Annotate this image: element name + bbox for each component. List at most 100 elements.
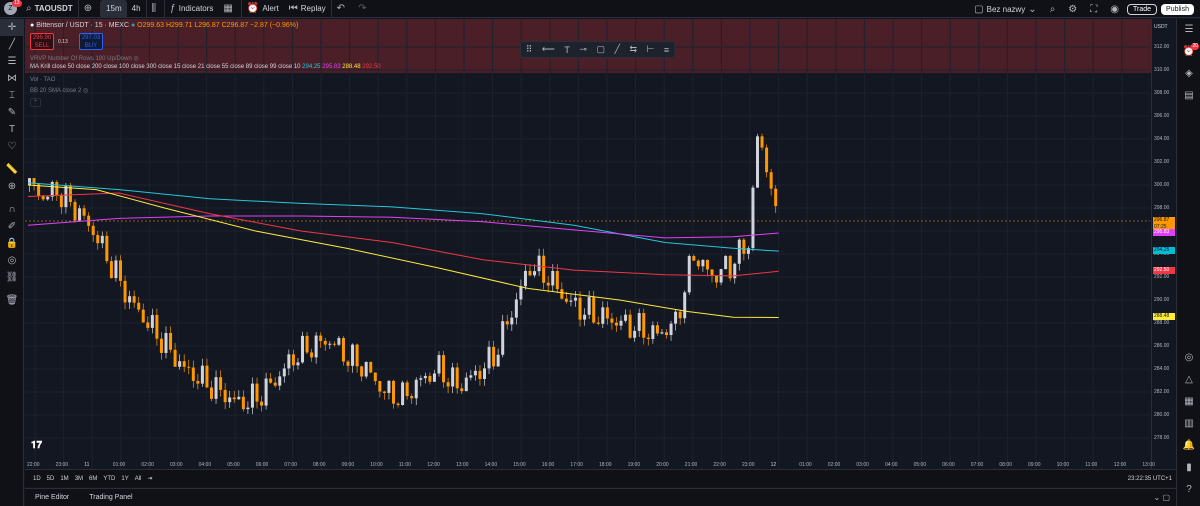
magnet-icon[interactable]: ∩ (8, 204, 16, 215)
time-tick-label: 22:00 (713, 462, 726, 468)
vrvp-legend[interactable]: VRVP Number Of Rows 100 Up/Down ◎ (30, 56, 139, 62)
symbol-search[interactable]: ⌕ TAOUSDT (26, 3, 73, 14)
candle (546, 282, 550, 286)
bell-icon[interactable]: 🔔 (1182, 440, 1196, 451)
text-tool-icon[interactable]: T (564, 44, 570, 55)
range-1y[interactable]: 1Y (121, 475, 129, 482)
news-icon[interactable]: ▥ (1184, 418, 1194, 429)
eye-icon[interactable]: ◎ (7, 255, 17, 266)
horizontal-ray-icon[interactable]: ⟵ (541, 44, 555, 54)
alerts-icon[interactable]: ⏰ 20 (1182, 43, 1199, 57)
brush-icon[interactable]: ✎ (7, 107, 17, 118)
ideas-icon[interactable]: △ (1185, 374, 1193, 385)
layout-name[interactable]: ▢ Bez nazwy ⌄ (974, 3, 1037, 15)
diagonal-line-icon[interactable]: ╱ (614, 44, 620, 54)
target-icon[interactable]: ◎ (1184, 352, 1194, 363)
fib-icon[interactable]: ☰ (7, 56, 17, 67)
ruler-icon[interactable]: 📏 (5, 164, 19, 175)
compare-button[interactable]: ⊕ (77, 0, 100, 18)
candle (273, 382, 277, 386)
settings-button[interactable]: ⚙ (1063, 0, 1085, 18)
snapshot-button[interactable]: ◉ (1105, 0, 1127, 18)
candle (164, 332, 168, 353)
undo-button[interactable]: ↶ (330, 0, 353, 18)
drag-handle-icon[interactable]: ⠿ (525, 44, 533, 54)
range-3m[interactable]: 3M (74, 475, 84, 482)
candle (328, 343, 332, 345)
candle (756, 136, 759, 188)
indicators-button[interactable]: ƒ Indicators (164, 0, 218, 18)
range-6m[interactable]: 6M (89, 475, 98, 482)
candle (241, 396, 245, 410)
candle (742, 239, 746, 254)
interval-15m[interactable]: 15m (100, 0, 127, 18)
horizontal-line-icon[interactable]: ⊸ (579, 44, 587, 54)
candle (519, 286, 523, 300)
tradingview-logo: 𝟏𝟕 (31, 440, 43, 451)
trading-panel-tab[interactable]: Trading Panel (89, 494, 133, 501)
time-tick-label: 12 (770, 462, 777, 468)
range-1d[interactable]: 1D (33, 475, 41, 482)
range-1m[interactable]: 1M (60, 475, 69, 482)
lock-icon[interactable]: 🔒 (5, 238, 19, 249)
signal-icon[interactable]: ▮ (1186, 462, 1192, 473)
range-5d[interactable]: 5D (46, 475, 55, 482)
layers-icon[interactable]: ◈ (1185, 68, 1193, 79)
price-chart[interactable] (25, 19, 1150, 482)
chat-icon[interactable]: ▤ (1184, 90, 1194, 101)
measure-icon[interactable]: ⊢ (646, 44, 655, 54)
alert-button[interactable]: ⏰ Alert (240, 0, 284, 18)
range-ytd[interactable]: YTD (103, 475, 116, 482)
layout-button[interactable]: ▦ (218, 0, 240, 18)
help-icon[interactable]: ? (1186, 484, 1192, 495)
range-all[interactable]: All (134, 475, 142, 482)
buy-button[interactable]: 297.03 BUY (79, 33, 103, 50)
currency-selector[interactable]: USDT (1154, 24, 1168, 30)
lock-drawing-icon[interactable]: ✐ (7, 221, 17, 232)
trash-icon[interactable]: 🗑 (5, 295, 19, 306)
redo-button[interactable]: ↷ (353, 0, 374, 18)
date-range-icon[interactable]: ⇥ (147, 476, 153, 482)
panel-controls[interactable]: ⌄ ▢ (1153, 493, 1170, 502)
avatar[interactable]: Z 13 (4, 0, 22, 15)
chart-type-button[interactable]: ⫼ (145, 0, 165, 18)
pattern-icon[interactable]: ⋈ (7, 73, 17, 84)
chevron-up-icon: ⌃ (33, 100, 39, 106)
eye-icon[interactable]: ◎ (83, 88, 89, 94)
rectangle-icon[interactable]: ▢ (596, 44, 605, 54)
crosshair-icon[interactable]: ✛ (0, 19, 24, 36)
zoom-icon[interactable]: ⊕ (7, 181, 17, 192)
time-tick-label: 04:00 (198, 462, 212, 468)
publish-button[interactable]: Publish (1161, 3, 1194, 15)
sell-button[interactable]: 296.90 SELL (30, 33, 54, 50)
projection-icon[interactable]: ⌶ (9, 90, 15, 101)
collapse-legend-button[interactable]: ⌃ (30, 98, 42, 107)
pine-editor-tab[interactable]: Pine Editor (35, 494, 70, 501)
ma-legend[interactable]: MA Krill close 50 close 200 close 100 cl… (30, 64, 381, 70)
calendar-icon[interactable]: ▦ (1184, 396, 1194, 407)
candle (460, 388, 464, 392)
interval-4h[interactable]: 4h (131, 4, 141, 13)
candle (119, 260, 122, 281)
clock[interactable]: 23:22:35 UTC+1 (1127, 475, 1172, 482)
camera-icon: ◉ (1110, 3, 1119, 15)
candle (496, 354, 500, 367)
price-tick-label: 280.00 (1154, 412, 1170, 418)
watchlist-icon[interactable]: ☰ (1184, 24, 1194, 35)
vol-legend[interactable]: Vol · TAO (30, 77, 56, 83)
candle (587, 297, 591, 315)
text-icon[interactable]: T (8, 124, 16, 135)
link-icon[interactable]: ⛓ (5, 272, 19, 283)
candle (574, 297, 577, 301)
quick-search-button[interactable]: ⌕ (1045, 0, 1064, 18)
heart-icon[interactable]: ♡ (7, 141, 17, 152)
eye-icon[interactable]: ◎ (133, 56, 139, 62)
position-icon[interactable]: ≡ (663, 44, 670, 55)
bb-legend[interactable]: BB 20 SMA close 2 ◎ (30, 88, 89, 94)
replay-button[interactable]: ⏮ Replay (288, 3, 326, 14)
trendline-icon[interactable]: ╱ (8, 39, 16, 50)
fullscreen-button[interactable]: ⛶ (1085, 0, 1105, 18)
trade-button[interactable]: Trade (1127, 3, 1158, 15)
price-axis[interactable]: USDT 312.00 310.00 308.00 306.00 304.00 302.0… (1151, 19, 1176, 482)
range-icon[interactable]: ⇆ (629, 44, 637, 54)
